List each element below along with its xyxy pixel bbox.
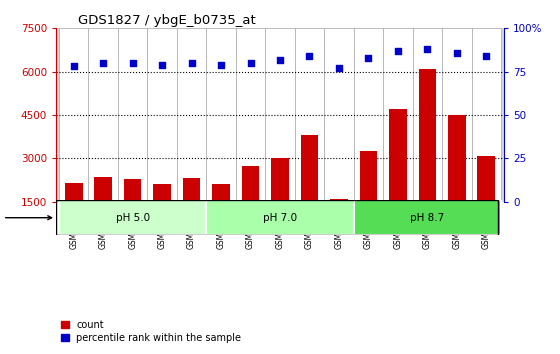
Bar bbox=[448, 115, 466, 245]
Bar bbox=[206, 200, 354, 235]
Legend: count, percentile rank within the sample: count, percentile rank within the sample bbox=[61, 320, 241, 343]
Bar bbox=[242, 166, 259, 245]
Text: GDS1827 / ybgE_b0735_at: GDS1827 / ybgE_b0735_at bbox=[78, 14, 256, 27]
Point bbox=[246, 60, 255, 66]
Bar bbox=[147, 28, 177, 202]
Bar bbox=[442, 28, 472, 202]
Point bbox=[452, 50, 461, 56]
Point bbox=[157, 62, 166, 68]
Bar bbox=[271, 159, 289, 245]
Point bbox=[128, 60, 137, 66]
Bar bbox=[413, 28, 442, 202]
Point bbox=[276, 57, 284, 62]
Text: stress: stress bbox=[0, 213, 52, 223]
Bar bbox=[389, 109, 407, 245]
Bar bbox=[94, 177, 112, 245]
Bar bbox=[360, 151, 377, 245]
Bar bbox=[301, 135, 318, 245]
Bar bbox=[236, 28, 265, 202]
Bar bbox=[177, 28, 206, 202]
Bar bbox=[295, 28, 324, 202]
Point bbox=[394, 48, 403, 54]
Bar bbox=[124, 179, 142, 245]
Point bbox=[305, 53, 314, 59]
Bar bbox=[418, 69, 436, 245]
Bar bbox=[354, 200, 501, 235]
Bar bbox=[330, 199, 348, 245]
Point bbox=[334, 65, 343, 71]
Bar bbox=[324, 28, 354, 202]
Text: pH 5.0: pH 5.0 bbox=[115, 213, 150, 223]
Bar bbox=[265, 28, 295, 202]
Bar bbox=[383, 28, 413, 202]
Text: pH 8.7: pH 8.7 bbox=[410, 213, 445, 223]
Bar bbox=[118, 28, 147, 202]
Bar bbox=[212, 184, 230, 245]
Bar bbox=[59, 28, 88, 202]
Point bbox=[217, 62, 226, 68]
Bar bbox=[59, 200, 206, 235]
Bar bbox=[153, 184, 171, 245]
Text: pH 7.0: pH 7.0 bbox=[263, 213, 297, 223]
Point bbox=[69, 64, 78, 69]
Point bbox=[423, 46, 432, 52]
Bar bbox=[183, 178, 200, 245]
Bar bbox=[88, 28, 118, 202]
Bar bbox=[478, 155, 495, 245]
Point bbox=[364, 55, 373, 61]
Point bbox=[99, 60, 108, 66]
Point bbox=[482, 53, 491, 59]
Bar bbox=[472, 28, 501, 202]
Bar bbox=[65, 183, 82, 245]
Bar bbox=[354, 28, 383, 202]
Bar bbox=[206, 28, 236, 202]
Point bbox=[187, 60, 196, 66]
